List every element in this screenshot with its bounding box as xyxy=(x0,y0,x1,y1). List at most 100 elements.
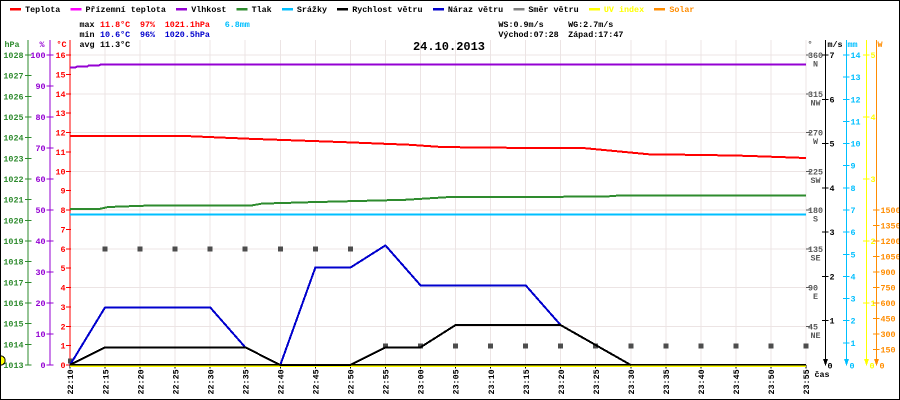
svg-text:0: 0 xyxy=(60,361,65,371)
svg-text:1: 1 xyxy=(60,342,65,352)
svg-text:7: 7 xyxy=(830,51,835,61)
svg-text:1020.5hPa: 1020.5hPa xyxy=(165,30,210,40)
svg-text:1: 1 xyxy=(830,317,835,327)
svg-text:22:50: 22:50 xyxy=(347,369,357,394)
svg-text:100: 100 xyxy=(30,51,45,61)
svg-text:11.3°C: 11.3°C xyxy=(100,40,130,50)
svg-text:360: 360 xyxy=(808,51,823,61)
svg-text:96%: 96% xyxy=(140,30,156,40)
svg-text:90: 90 xyxy=(35,82,45,92)
svg-text:Přízemní teplota: Přízemní teplota xyxy=(85,5,165,15)
svg-text:24.10.2013: 24.10.2013 xyxy=(413,40,485,54)
svg-text:3: 3 xyxy=(830,228,835,238)
svg-text:16: 16 xyxy=(55,51,65,61)
svg-text:N: N xyxy=(813,60,818,70)
svg-text:°: ° xyxy=(808,40,813,50)
svg-text:3: 3 xyxy=(851,295,856,305)
svg-text:2: 2 xyxy=(60,322,65,332)
svg-text:23:15: 23:15 xyxy=(522,369,532,394)
svg-text:10: 10 xyxy=(55,167,65,177)
svg-text:4: 4 xyxy=(830,184,835,194)
svg-text:11: 11 xyxy=(55,148,65,158)
svg-text:12: 12 xyxy=(851,95,861,105)
svg-text:čas: čas xyxy=(815,370,830,380)
svg-text:1015: 1015 xyxy=(3,320,23,330)
svg-text:WG:2.7m/s: WG:2.7m/s xyxy=(568,20,613,30)
svg-text:5: 5 xyxy=(871,51,876,61)
svg-text:1028: 1028 xyxy=(3,51,23,61)
svg-text:15: 15 xyxy=(55,70,65,80)
svg-text:14: 14 xyxy=(55,90,65,100)
svg-text:UV index: UV index xyxy=(604,5,644,15)
svg-text:150: 150 xyxy=(881,346,896,356)
svg-text:4: 4 xyxy=(851,272,856,282)
svg-text:1500: 1500 xyxy=(881,206,900,216)
svg-text:1016: 1016 xyxy=(3,299,23,309)
svg-text:WS:0.9m/s: WS:0.9m/s xyxy=(498,20,543,30)
svg-text:0: 0 xyxy=(850,362,855,372)
svg-text:1025: 1025 xyxy=(3,113,23,123)
svg-text:13: 13 xyxy=(851,73,861,83)
svg-text:1017: 1017 xyxy=(3,278,23,288)
svg-text:1350: 1350 xyxy=(881,222,900,232)
svg-text:600: 600 xyxy=(881,299,896,309)
svg-text:14: 14 xyxy=(851,51,861,61)
svg-text:m/s: m/s xyxy=(828,40,843,50)
svg-text:SE: SE xyxy=(810,253,820,263)
svg-text:max: max xyxy=(80,20,95,30)
svg-text:min: min xyxy=(80,30,95,40)
svg-text:135: 135 xyxy=(808,245,823,255)
svg-text:5: 5 xyxy=(830,140,835,150)
svg-text:1050: 1050 xyxy=(881,253,900,263)
svg-text:2: 2 xyxy=(851,317,856,327)
svg-text:8: 8 xyxy=(851,184,856,194)
svg-text:180: 180 xyxy=(808,206,823,216)
svg-text:5: 5 xyxy=(60,264,65,274)
svg-text:3: 3 xyxy=(871,175,876,185)
svg-text:1021.1hPa: 1021.1hPa xyxy=(165,20,210,30)
svg-text:1018: 1018 xyxy=(3,258,23,268)
svg-text:20: 20 xyxy=(35,299,45,309)
svg-text:225: 225 xyxy=(808,167,823,177)
svg-text:22:10: 22:10 xyxy=(66,369,76,394)
svg-text:22:35: 22:35 xyxy=(241,369,251,394)
svg-text:97%: 97% xyxy=(140,20,156,30)
svg-text:22:40: 22:40 xyxy=(276,369,286,394)
svg-text:300: 300 xyxy=(881,330,896,340)
svg-text:S: S xyxy=(813,215,818,225)
svg-text:23:45: 23:45 xyxy=(732,369,742,394)
svg-text:1013: 1013 xyxy=(3,361,23,371)
svg-text:23:50: 23:50 xyxy=(767,369,777,394)
svg-text:750: 750 xyxy=(881,284,896,294)
svg-text:NE: NE xyxy=(810,331,820,341)
svg-text:9: 9 xyxy=(60,187,65,197)
svg-text:11.8°C: 11.8°C xyxy=(100,20,130,30)
svg-text:Teplota: Teplota xyxy=(25,5,60,15)
svg-text:9: 9 xyxy=(851,162,856,172)
svg-text:%: % xyxy=(40,40,46,50)
svg-text:1014: 1014 xyxy=(3,340,23,350)
svg-text:0: 0 xyxy=(40,361,45,371)
svg-text:2: 2 xyxy=(830,272,835,282)
svg-text:60: 60 xyxy=(35,175,45,185)
svg-text:W: W xyxy=(878,40,884,50)
svg-text:23:05: 23:05 xyxy=(452,369,462,394)
svg-text:6.8mm: 6.8mm xyxy=(225,20,250,30)
svg-text:315: 315 xyxy=(808,90,823,100)
svg-text:23:35: 23:35 xyxy=(662,369,672,394)
svg-text:23:00: 23:00 xyxy=(417,369,427,394)
svg-text:1022: 1022 xyxy=(3,175,23,185)
svg-text:W: W xyxy=(813,137,819,147)
svg-text:22:30: 22:30 xyxy=(206,369,216,394)
svg-text:22:20: 22:20 xyxy=(136,369,146,394)
svg-text:avg: avg xyxy=(80,40,95,50)
svg-text:23:10: 23:10 xyxy=(487,369,497,394)
svg-text:22:15: 22:15 xyxy=(101,369,111,394)
svg-text:1: 1 xyxy=(851,339,856,349)
svg-text:hPa: hPa xyxy=(5,40,20,50)
svg-text:5: 5 xyxy=(851,250,856,260)
svg-text:Solar: Solar xyxy=(669,5,694,15)
svg-text:7: 7 xyxy=(60,225,65,235)
svg-text:8: 8 xyxy=(60,206,65,216)
svg-text:Tlak: Tlak xyxy=(252,5,272,15)
